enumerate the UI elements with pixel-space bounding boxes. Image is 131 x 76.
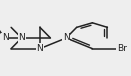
Text: N: N (37, 44, 43, 53)
Text: Br: Br (117, 44, 127, 53)
Text: N: N (2, 34, 9, 42)
Text: N: N (18, 34, 25, 42)
Text: N: N (63, 34, 70, 42)
